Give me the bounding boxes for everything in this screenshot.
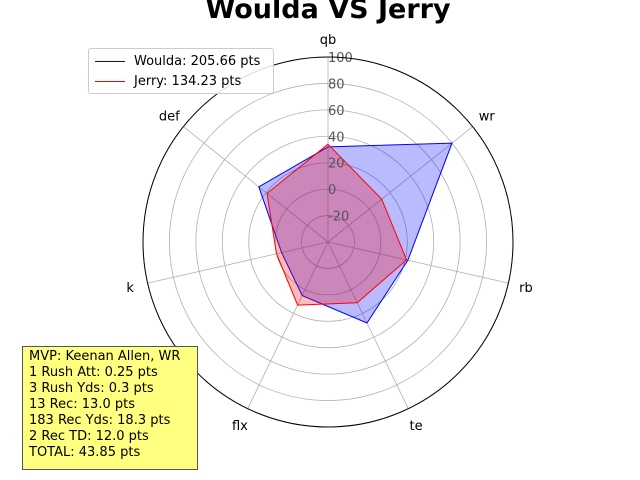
axis-label: te	[410, 419, 423, 434]
radial-tick-label: 20	[328, 157, 345, 172]
series-fill	[267, 144, 407, 306]
mvp-line: MVP: Keenan Allen, WR	[29, 349, 181, 364]
radial-tick-label: -20	[328, 210, 349, 225]
axis-spoke	[327, 126, 473, 243]
mvp-stats-box: MVP: Keenan Allen, WR 1 Rush Att: 0.25 p…	[22, 346, 198, 470]
axis-spoke	[247, 241, 329, 409]
mvp-line: 3 Rush Yds: 0.3 pts	[29, 381, 154, 396]
mvp-line: 1 Rush Att: 0.25 pts	[29, 365, 158, 380]
axis-label: k	[126, 281, 134, 296]
axis-spoke	[147, 241, 329, 284]
polar-frame	[142, 56, 514, 428]
radial-tick-label: 60	[328, 104, 345, 119]
series-line	[258, 142, 453, 324]
axis-label: rb	[519, 281, 533, 296]
mvp-line: 2 Rec TD: 12.0 pts	[29, 429, 149, 444]
radial-tick-label: 100	[328, 51, 353, 66]
mvp-line: 183 Rec Yds: 18.3 pts	[29, 413, 171, 428]
axis-labels: qb wr rb te flx k def	[126, 33, 532, 434]
series-layer	[258, 142, 453, 324]
axis-spokes	[147, 57, 509, 409]
legend: Woulda: 205.66 pts Jerry: 134.23 pts	[88, 48, 274, 94]
radial-tick-labels: -20 0 20 40 60 80 100	[328, 51, 353, 225]
series-line	[266, 143, 408, 306]
axis-spoke	[327, 241, 509, 284]
legend-label-jerry: Jerry: 134.23 pts	[134, 73, 242, 89]
legend-swatch-woulda	[95, 60, 125, 62]
radial-tick-label: 80	[328, 77, 345, 92]
radial-tick-label: 40	[328, 130, 345, 145]
legend-swatch-jerry	[95, 80, 125, 82]
chart-title: Woulda VS Jerry	[205, 0, 451, 25]
legend-entry-jerry: Jerry: 134.23 pts	[95, 71, 273, 91]
axis-spoke	[183, 126, 329, 243]
mvp-line: 13 Rec: 13.0 pts	[29, 397, 135, 412]
legend-entry-woulda: Woulda: 205.66 pts	[95, 51, 273, 71]
axis-label: wr	[479, 109, 496, 124]
radial-tick-label: 0	[328, 183, 336, 198]
axis-label: def	[159, 109, 180, 124]
axis-label: qb	[320, 33, 337, 48]
axis-spoke	[327, 241, 409, 409]
mvp-line: TOTAL: 43.85 pts	[29, 445, 141, 460]
series-fill	[258, 143, 452, 323]
legend-label-woulda: Woulda: 205.66 pts	[134, 53, 261, 69]
axis-label: flx	[232, 419, 248, 434]
